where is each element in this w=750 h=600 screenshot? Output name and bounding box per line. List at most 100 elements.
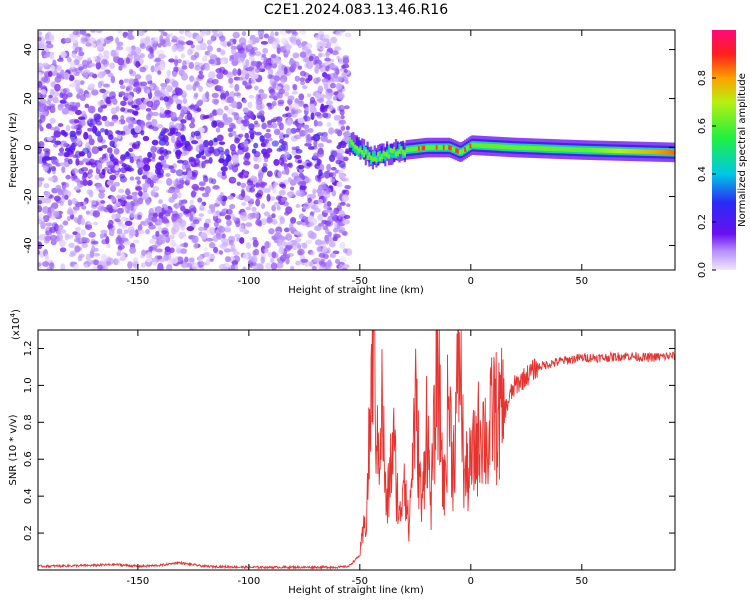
spectrogram-noise-cell — [231, 48, 237, 56]
spectrogram-noise-cell — [117, 41, 124, 47]
spectrogram-noise-cell — [279, 216, 285, 225]
spectrogram-noise-cell — [287, 117, 293, 126]
spectrogram-noise-cell — [316, 188, 323, 194]
spectrogram-noise-cell — [319, 41, 326, 47]
spectrogram-noise-cell — [43, 53, 51, 58]
spectrogram-signal-cell — [352, 142, 355, 147]
spectrogram-noise-cell — [106, 243, 111, 249]
spectrogram-noise-cell — [255, 192, 262, 198]
spectrogram-noise-cell — [79, 94, 86, 101]
spectrogram-noise-cell — [68, 242, 75, 249]
spectrogram-noise-cell — [158, 53, 166, 60]
spectrogram-noise-cell — [336, 129, 343, 137]
spectrogram-noise-cell — [107, 72, 114, 78]
spectrogram-noise-cell — [295, 260, 302, 266]
spectrogram-noise-cell — [100, 200, 106, 204]
spectrogram-noise-cell — [71, 35, 78, 44]
spectrogram-noise-cell — [74, 46, 82, 53]
spectrogram-noise-cell — [294, 75, 301, 82]
spectrogram-noise-cell — [329, 64, 337, 69]
spectrogram-noise-cell — [236, 195, 243, 200]
spectrogram-noise-cell — [323, 170, 331, 179]
spectrogram-noise-cell — [165, 150, 172, 155]
spectrogram-noise-cell — [324, 60, 332, 66]
spectrogram-noise-cell — [98, 157, 105, 164]
spectrogram-noise-cell — [108, 134, 114, 141]
spectrogram-noise-cell — [232, 38, 237, 45]
spectrogram-noise-cell — [314, 111, 322, 117]
spectrogram-noise-cell — [175, 244, 182, 252]
spectrogram-noise-cell — [156, 217, 163, 226]
spectrogram-noise-cell — [93, 211, 98, 217]
spectrogram-noise-cell — [102, 158, 110, 163]
spectrogram-noise-cell — [248, 94, 255, 99]
spectrogram-signal-cell — [471, 142, 474, 148]
spectrogram-noise-cell — [38, 262, 42, 267]
spectrogram-noise-cell — [186, 226, 195, 232]
spectrogram-noise-cell — [187, 48, 193, 56]
snr-y-tick-label: 0.8 — [23, 414, 34, 430]
spectrogram-noise-cell — [99, 88, 107, 93]
spectrogram-noise-cell — [313, 77, 320, 84]
spectrogram-noise-cell — [91, 89, 99, 96]
spectrogram-noise-cell — [266, 147, 273, 153]
spectrogram-noise-cell — [157, 262, 164, 269]
spectrogram-noise-cell — [302, 242, 308, 249]
spectrogram-noise-cell — [197, 197, 203, 203]
spectrogram-noise-cell — [133, 239, 140, 244]
spectrogram-noise-cell — [157, 168, 165, 176]
spectrogram-noise-cell — [261, 122, 268, 130]
spectrogram-noise-cell — [276, 148, 283, 152]
spectrogram-noise-cell — [78, 253, 85, 258]
spectrogram-noise-cell — [195, 34, 203, 42]
spectrogram-noise-cell — [338, 57, 344, 65]
spectrogram-noise-cell — [254, 131, 262, 136]
spectrogram-noise-cell — [106, 161, 114, 165]
spectrogram-noise-cell — [109, 140, 116, 147]
spectrogram-noise-cell — [216, 134, 224, 142]
spectrogram-noise-cell — [221, 238, 229, 244]
spectrogram-signal-cell — [508, 144, 511, 150]
spectrogram-noise-cell — [61, 166, 66, 174]
spectrogram-noise-cell — [228, 239, 234, 246]
spectrogram-noise-cell — [284, 241, 293, 246]
spectrogram-signal-cell — [593, 148, 596, 153]
spectrogram-noise-cell — [106, 260, 111, 267]
colorbar-gradient — [712, 30, 736, 270]
spectrogram-noise-cell — [69, 261, 75, 268]
spectrogram-signal-cell — [503, 144, 506, 150]
spectrogram-noise-cell — [343, 156, 349, 162]
spectrogram-noise-cell — [267, 74, 273, 80]
spectrogram-noise-cell — [188, 61, 195, 70]
spectrogram-noise-cell — [250, 46, 258, 52]
spectrogram-signal-cell — [380, 146, 383, 159]
spectrogram-noise-cell — [334, 43, 339, 48]
spectrogram-signal-cell — [631, 149, 634, 154]
spectrogram-noise-cell — [308, 55, 314, 62]
spectrogram-signal-cell — [576, 147, 579, 152]
spectrogram-noise-cell — [62, 93, 68, 100]
spectrogram-noise-cell — [95, 61, 102, 70]
spectrogram-noise-cell — [159, 34, 164, 43]
spectrogram-noise-cell — [234, 233, 241, 239]
spectrogram-noise-cell — [285, 167, 290, 176]
spectrogram-noise-cell — [298, 250, 303, 256]
spectrogram-signal-cell — [439, 145, 442, 150]
spectrogram-noise-cell — [296, 220, 303, 225]
spectrogram-noise-cell — [277, 120, 282, 127]
spectrogram-noise-cell — [274, 31, 279, 37]
spectrogram-noise-cell — [177, 191, 182, 199]
spectrogram-noise-cell — [284, 44, 292, 52]
spectrogram-signal-cell — [469, 143, 472, 149]
spectrogram-noise-cell — [235, 101, 243, 110]
spectrogram-noise-cell — [293, 134, 302, 140]
spectrogram-noise-cell — [310, 136, 316, 141]
spectrogram-noise-cell — [84, 103, 90, 109]
spectrogram-noise-cell — [289, 36, 296, 43]
spectrogram-noise-cell — [141, 175, 148, 180]
spectrogram-noise-cell — [72, 30, 80, 36]
spectrogram-noise-cell — [80, 36, 87, 44]
spectrogram-noise-cell — [343, 68, 348, 74]
spectrogram-noise-cell — [102, 83, 111, 88]
spectrogram-noise-cell — [320, 103, 325, 112]
